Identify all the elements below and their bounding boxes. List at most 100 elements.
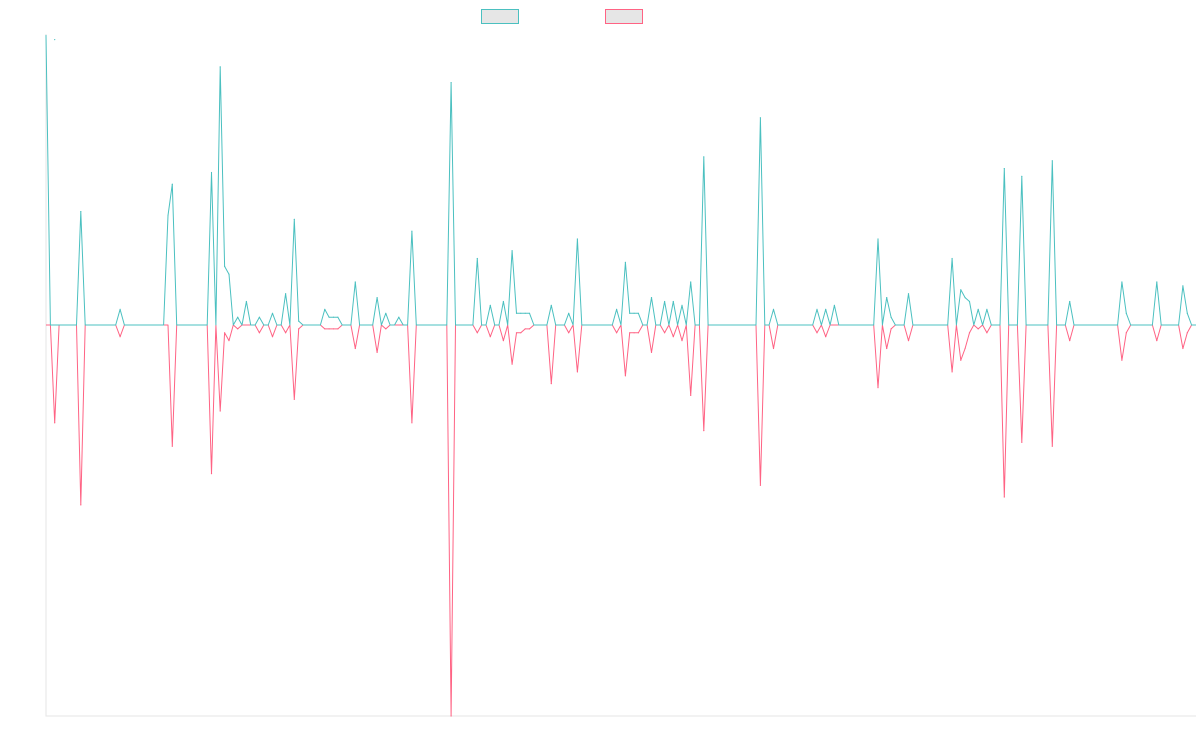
data-point-neg-37[interactable] bbox=[568, 332, 570, 334]
data-point-neg-74[interactable] bbox=[1186, 332, 1188, 334]
data-point-neg-72[interactable] bbox=[1156, 340, 1158, 342]
data-point-pos-31[interactable] bbox=[511, 250, 513, 252]
data-point-pos-21[interactable] bbox=[337, 316, 339, 318]
data-point-pos-1[interactable] bbox=[54, 39, 56, 41]
data-point-neg-61[interactable] bbox=[960, 359, 962, 361]
data-point-pos-16[interactable] bbox=[293, 218, 295, 220]
data-point-neg-6[interactable] bbox=[171, 445, 173, 447]
legend-item-1[interactable] bbox=[481, 9, 519, 24]
data-point-pos-36[interactable] bbox=[550, 304, 552, 306]
data-point-pos-10[interactable] bbox=[228, 273, 230, 275]
data-point-pos-28[interactable] bbox=[476, 257, 478, 260]
data-point-neg-34[interactable] bbox=[524, 328, 526, 330]
data-point-pos-48[interactable] bbox=[690, 281, 692, 283]
data-point-neg-31[interactable] bbox=[511, 363, 513, 365]
data-point-pos-24[interactable] bbox=[385, 312, 387, 314]
data-point-pos-63[interactable] bbox=[968, 300, 971, 303]
data-point-neg-22[interactable] bbox=[354, 347, 356, 350]
data-point-neg-24[interactable] bbox=[385, 328, 387, 330]
data-point-neg-46[interactable] bbox=[672, 336, 674, 338]
data-point-pos-42[interactable] bbox=[633, 312, 635, 314]
data-point-neg-3[interactable] bbox=[80, 504, 82, 506]
data-point-pos-17[interactable] bbox=[298, 320, 300, 322]
data-point-neg-29[interactable] bbox=[489, 336, 491, 338]
data-point-neg-63[interactable] bbox=[968, 332, 971, 334]
data-point-pos-64[interactable] bbox=[977, 308, 979, 310]
data-point-neg-13[interactable] bbox=[258, 332, 260, 334]
data-point-pos-51[interactable] bbox=[772, 308, 775, 310]
data-point-pos-19[interactable] bbox=[328, 316, 330, 318]
data-point-neg-11[interactable] bbox=[237, 328, 239, 330]
data-point-pos-25[interactable] bbox=[398, 316, 400, 318]
data-point-neg-33[interactable] bbox=[520, 332, 522, 334]
data-point-pos-69[interactable] bbox=[1069, 300, 1071, 303]
data-point-pos-6[interactable] bbox=[171, 183, 173, 185]
data-point-pos-39[interactable] bbox=[616, 308, 618, 310]
data-point-neg-39[interactable] bbox=[616, 332, 618, 334]
data-point-neg-15[interactable] bbox=[285, 332, 287, 334]
data-point-pos-68[interactable] bbox=[1051, 160, 1053, 162]
data-point-pos-0[interactable] bbox=[45, 35, 47, 37]
data-point-pos-7[interactable] bbox=[210, 171, 213, 174]
data-point-neg-43[interactable] bbox=[637, 332, 640, 334]
data-point-neg-65[interactable] bbox=[986, 332, 988, 334]
data-point-pos-71[interactable] bbox=[1125, 312, 1127, 314]
data-point-neg-52[interactable] bbox=[816, 332, 818, 334]
data-point-pos-60[interactable] bbox=[951, 257, 953, 260]
data-point-pos-14[interactable] bbox=[271, 312, 274, 314]
data-point-neg-58[interactable] bbox=[907, 340, 910, 342]
data-point-pos-5[interactable] bbox=[167, 214, 169, 217]
data-point-neg-69[interactable] bbox=[1069, 340, 1071, 342]
data-point-neg-62[interactable] bbox=[964, 347, 966, 350]
data-point-neg-60[interactable] bbox=[951, 371, 953, 373]
data-point-pos-66[interactable] bbox=[1003, 168, 1005, 170]
data-point-pos-73[interactable] bbox=[1182, 285, 1184, 287]
data-point-neg-21[interactable] bbox=[337, 328, 339, 330]
data-point-pos-57[interactable] bbox=[890, 316, 892, 318]
data-point-neg-8[interactable] bbox=[219, 410, 221, 412]
data-point-neg-26[interactable] bbox=[411, 422, 413, 424]
data-point-pos-74[interactable] bbox=[1186, 312, 1188, 314]
data-point-pos-13[interactable] bbox=[258, 316, 260, 318]
data-point-neg-17[interactable] bbox=[298, 328, 300, 330]
data-point-pos-55[interactable] bbox=[877, 238, 879, 240]
data-point-pos-29[interactable] bbox=[489, 304, 491, 306]
data-point-neg-47[interactable] bbox=[681, 340, 683, 342]
data-point-pos-50[interactable] bbox=[759, 117, 762, 119]
data-point-pos-49[interactable] bbox=[703, 156, 705, 158]
data-point-neg-64[interactable] bbox=[977, 328, 979, 330]
data-point-pos-32[interactable] bbox=[515, 312, 518, 314]
data-point-neg-67[interactable] bbox=[1021, 441, 1023, 443]
data-point-neg-19[interactable] bbox=[328, 328, 330, 330]
data-point-neg-14[interactable] bbox=[271, 336, 274, 338]
data-point-pos-47[interactable] bbox=[681, 304, 683, 306]
data-point-neg-4[interactable] bbox=[119, 336, 121, 338]
data-point-pos-26[interactable] bbox=[411, 230, 413, 232]
data-point-pos-18[interactable] bbox=[324, 308, 326, 310]
data-point-pos-43[interactable] bbox=[637, 312, 640, 314]
data-point-pos-65[interactable] bbox=[986, 308, 988, 310]
data-point-neg-73[interactable] bbox=[1182, 347, 1184, 350]
data-point-pos-27[interactable] bbox=[450, 82, 452, 84]
data-point-pos-45[interactable] bbox=[664, 300, 666, 303]
data-point-neg-50[interactable] bbox=[759, 484, 762, 486]
data-point-pos-8[interactable] bbox=[219, 66, 221, 68]
data-point-pos-15[interactable] bbox=[285, 293, 287, 295]
data-point-pos-54[interactable] bbox=[833, 304, 836, 306]
data-point-pos-23[interactable] bbox=[376, 297, 378, 299]
data-point-pos-61[interactable] bbox=[960, 289, 962, 291]
data-point-neg-71[interactable] bbox=[1125, 332, 1127, 334]
data-point-pos-72[interactable] bbox=[1156, 281, 1158, 283]
data-point-pos-41[interactable] bbox=[629, 312, 631, 314]
data-point-neg-30[interactable] bbox=[502, 340, 504, 342]
data-point-pos-38[interactable] bbox=[576, 238, 579, 240]
data-point-neg-23[interactable] bbox=[376, 351, 378, 353]
data-point-pos-44[interactable] bbox=[650, 297, 653, 299]
data-point-pos-70[interactable] bbox=[1121, 281, 1123, 283]
data-point-pos-3[interactable] bbox=[80, 211, 82, 213]
data-point-pos-53[interactable] bbox=[825, 308, 827, 310]
data-point-pos-34[interactable] bbox=[524, 312, 526, 314]
data-point-neg-49[interactable] bbox=[703, 430, 705, 432]
data-point-neg-70[interactable] bbox=[1121, 359, 1123, 361]
data-point-pos-67[interactable] bbox=[1021, 175, 1023, 177]
